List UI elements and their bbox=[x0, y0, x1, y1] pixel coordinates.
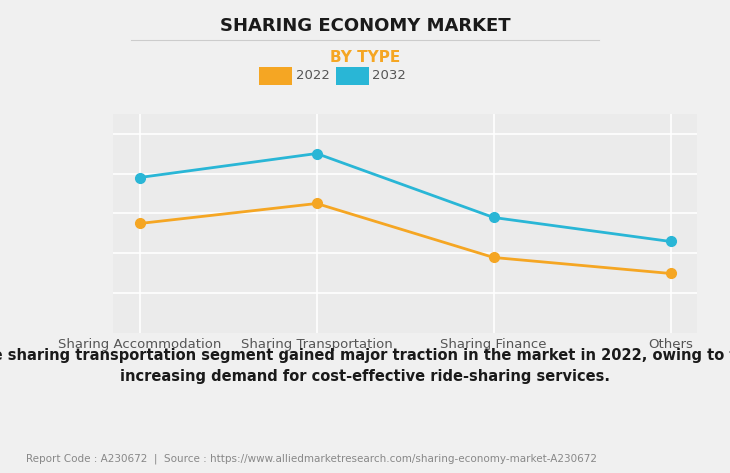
2032 bbox=[666, 239, 675, 245]
2022 bbox=[666, 271, 675, 276]
2032 bbox=[312, 151, 321, 157]
Line: 2022: 2022 bbox=[135, 199, 675, 278]
2032 bbox=[489, 215, 498, 220]
2032 bbox=[135, 175, 144, 180]
Text: 2022: 2022 bbox=[296, 69, 329, 82]
2022 bbox=[135, 220, 144, 227]
Text: BY TYPE: BY TYPE bbox=[330, 50, 400, 65]
2022 bbox=[312, 201, 321, 206]
Text: 2032: 2032 bbox=[372, 69, 406, 82]
Text: The sharing transportation segment gained major traction in the market in 2022, : The sharing transportation segment gaine… bbox=[0, 348, 730, 384]
Line: 2032: 2032 bbox=[135, 149, 675, 246]
Text: Report Code : A230672  |  Source : https://www.alliedmarketresearch.com/sharing-: Report Code : A230672 | Source : https:/… bbox=[26, 454, 596, 464]
Text: SHARING ECONOMY MARKET: SHARING ECONOMY MARKET bbox=[220, 17, 510, 35]
2022 bbox=[489, 254, 498, 260]
